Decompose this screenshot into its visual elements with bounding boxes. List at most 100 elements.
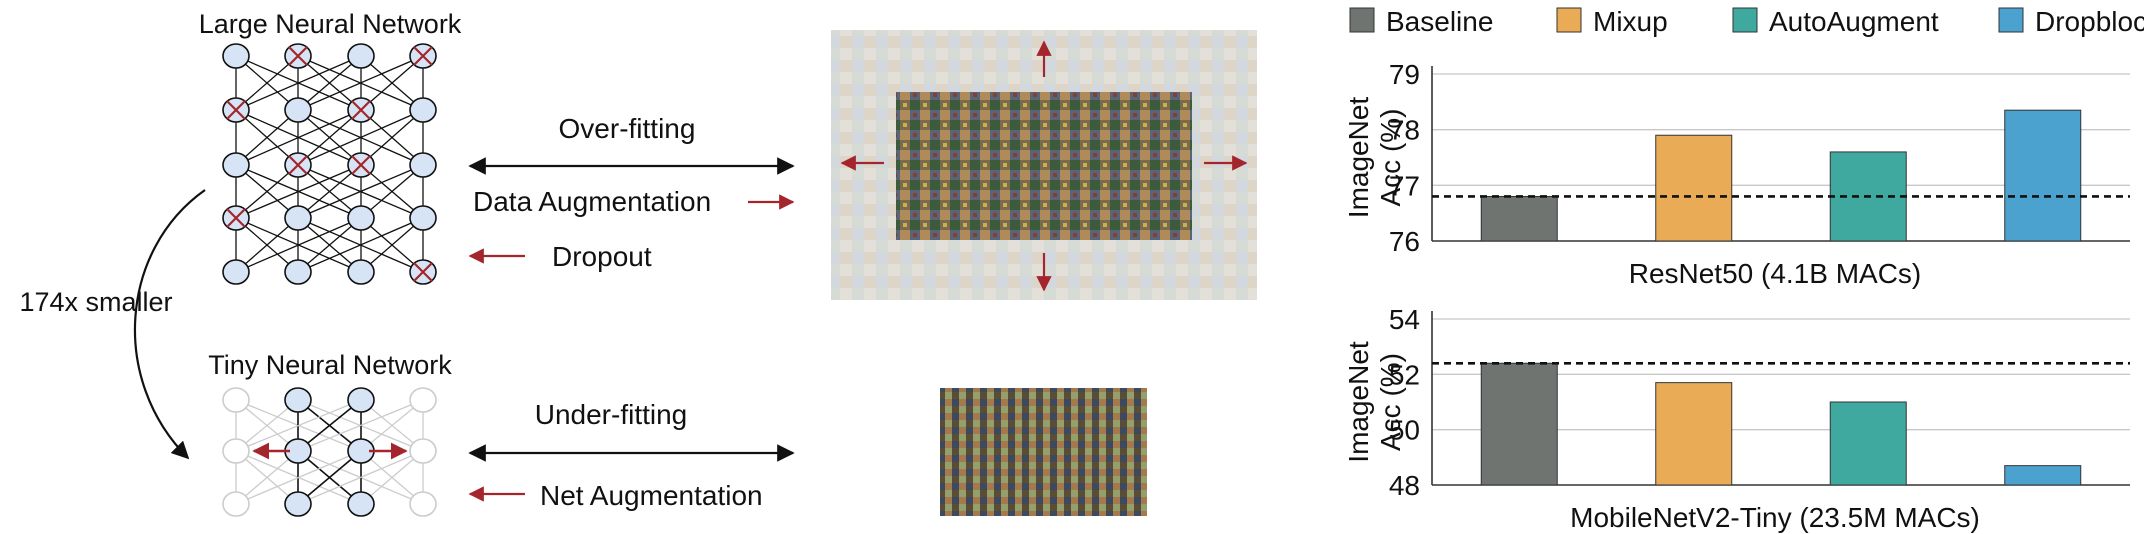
large-network-edge — [235, 55, 299, 111]
bar-autoaugment — [1829, 401, 1907, 486]
large-network-edge — [235, 164, 362, 219]
bar-baseline — [1480, 195, 1558, 242]
tiny-network-edge — [360, 450, 424, 505]
dropout-cross-icon — [351, 155, 371, 175]
shrink-arrow — [133, 189, 206, 460]
large-network-edge — [235, 164, 299, 219]
large-network-edge — [297, 109, 362, 166]
large-network-edge — [360, 164, 424, 219]
augmented-node — [222, 387, 250, 413]
large-network-edge — [297, 217, 424, 273]
augmented-node — [409, 387, 437, 413]
tiny-network-edge — [235, 399, 299, 452]
dropout-cross-icon — [413, 46, 433, 66]
dropout-cross-icon — [288, 46, 308, 66]
bar-dropblock — [2004, 465, 2082, 486]
large-network-panel: Large Neural Network — [199, 9, 462, 285]
large-network-edge — [297, 109, 424, 166]
data-augmentation-label: Data Augmentation — [473, 186, 711, 217]
dropout-cross-icon — [288, 155, 308, 175]
small-dataset-image — [940, 388, 1147, 516]
large-network-node — [284, 259, 312, 285]
y-tick-label: 48 — [1389, 470, 1420, 501]
large-network-edge — [297, 164, 424, 219]
large-network-node — [222, 259, 250, 285]
mobilenetv2-tiny-bar-chart: 48 50 52 54 ImageNetAcc (%) MobileNetV2-Tiny … — [1343, 304, 2130, 533]
augmented-node — [409, 491, 437, 517]
chart-top: 76 77 78 79 ImageNetAcc (%) ResNet50 (4.1B MA… — [1343, 59, 2130, 289]
shrink-label: 174x smaller — [19, 287, 172, 317]
tiny-network-title: Tiny Neural Network — [208, 350, 452, 380]
legend-swatch — [1349, 7, 1375, 33]
bar-dropblock — [2004, 109, 2082, 242]
tiny-network-edge — [297, 450, 424, 505]
y-tick-label: 54 — [1389, 304, 1420, 335]
y-tick-label: 78 — [1389, 115, 1420, 146]
bar-mixup — [1655, 134, 1733, 242]
legend-label: Baseline — [1386, 6, 1493, 37]
y-tick-label: 50 — [1389, 415, 1420, 446]
chart-legend: Baseline Mixup AutoAugment Dropblock — [1349, 6, 2144, 37]
legend-swatch — [1732, 7, 1758, 33]
tiny-network-node — [347, 387, 375, 413]
y-tick-label: 79 — [1389, 59, 1420, 90]
large-network-edge — [360, 55, 424, 111]
chart-bottom: 48 50 52 54 ImageNetAcc (%) MobileNetV2-Tiny … — [1343, 304, 2130, 533]
large-network-edge — [360, 217, 424, 273]
large-network-node — [347, 259, 375, 285]
overfitting-label: Over-fitting — [559, 113, 696, 144]
large-network-node — [222, 152, 250, 178]
tiny-network-edge — [360, 399, 424, 452]
dropout-label: Dropout — [552, 241, 652, 272]
bar-mixup — [1655, 382, 1733, 486]
tiny-network-node — [347, 491, 375, 517]
large-network-node — [222, 43, 250, 69]
tiny-network-edge — [235, 450, 362, 505]
legend-swatch — [1556, 7, 1582, 33]
y-axis-label: ImageNetAcc (%) — [1343, 341, 1406, 463]
tiny-network-node — [284, 491, 312, 517]
tiny-network-edge — [235, 450, 299, 505]
y-tick-label: 52 — [1389, 359, 1420, 390]
legend-label: Dropblock — [2035, 6, 2144, 37]
dropout-cross-icon — [226, 100, 246, 120]
tiny-network-node — [284, 387, 312, 413]
dropout-cross-icon — [226, 208, 246, 228]
augmented-dataset-image — [831, 30, 1257, 300]
tiny-network-edge — [297, 450, 362, 505]
large-network-node — [284, 205, 312, 231]
large-network-graph — [222, 43, 437, 285]
large-network-edge — [297, 55, 424, 111]
y-tick-label: 77 — [1389, 170, 1420, 201]
large-network-edge — [360, 109, 424, 166]
original-mosaic-image — [896, 92, 1192, 240]
large-network-edge — [235, 109, 362, 166]
augmented-node — [222, 438, 250, 464]
dropout-cross-icon — [413, 262, 433, 282]
large-network-node — [347, 205, 375, 231]
bar-baseline — [1480, 362, 1558, 486]
large-network-edge — [235, 217, 299, 273]
large-network-node — [409, 205, 437, 231]
large-network-node — [284, 97, 312, 123]
tiny-network-graph — [222, 387, 437, 517]
y-tick-label: 76 — [1389, 226, 1420, 257]
chart-title: MobileNetV2-Tiny (23.5M MACs) — [1570, 502, 1980, 533]
chart-title: ResNet50 (4.1B MACs) — [1629, 258, 1922, 289]
tiny-network-panel: Tiny Neural Network — [208, 350, 452, 517]
tiny-network-edge — [297, 399, 424, 452]
large-network-node — [409, 152, 437, 178]
augmented-node — [409, 438, 437, 464]
dropout-cross-icon — [351, 100, 371, 120]
large-network-edge — [297, 55, 362, 111]
large-network-edge — [235, 55, 362, 111]
resnet50-bar-chart: 76 77 78 79 ImageNetAcc (%) ResNet50 (4.1B MA… — [1343, 59, 2130, 289]
tiny-network-edge — [235, 399, 362, 452]
augmented-node — [222, 491, 250, 517]
middle-annotations: Over-fitting Data Augmentation Dropout U… — [468, 113, 795, 511]
large-network-edge — [235, 217, 362, 273]
large-network-edge — [235, 109, 299, 166]
large-network-node — [347, 43, 375, 69]
legend-label: Mixup — [1593, 6, 1668, 37]
